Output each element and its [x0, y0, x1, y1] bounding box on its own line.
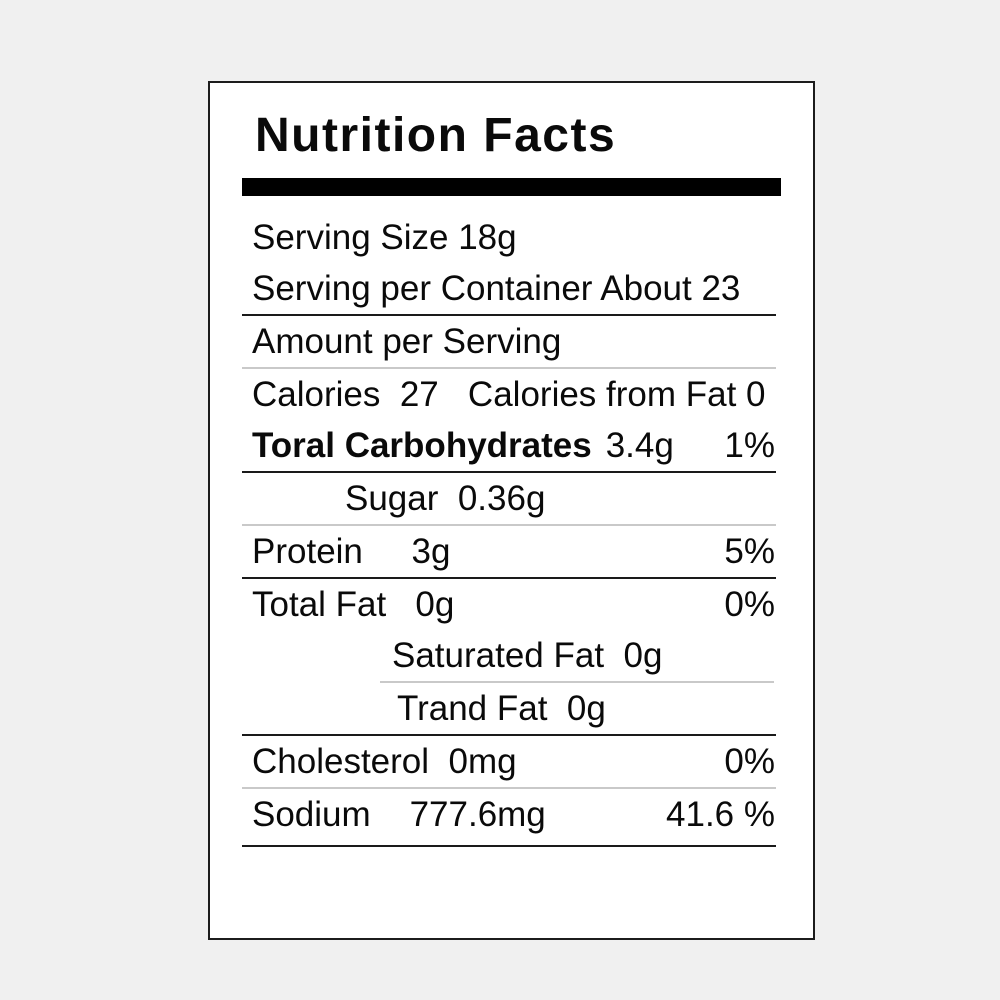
- servings-per-container-text: Serving per Container About 23: [252, 269, 741, 308]
- header-divider-bar: [242, 178, 781, 196]
- protein-text: Protein 3g: [252, 532, 451, 571]
- label-title: Nutrition Facts: [255, 109, 617, 162]
- row-cholesterol: Cholesterol 0mg 0%: [242, 736, 781, 787]
- total-carbohydrates-daily-value: 1%: [724, 426, 775, 465]
- row-total-carbohydrates: Toral Carbohydrates 3.4g 1%: [242, 420, 781, 471]
- sodium-daily-value: 41.6 %: [666, 795, 775, 834]
- saturated-fat-text: Saturated Fat 0g: [392, 636, 663, 675]
- rule-light-inset: [380, 681, 774, 683]
- cholesterol-text: Cholesterol 0mg: [252, 742, 517, 781]
- total-fat-text: Total Fat 0g: [252, 585, 455, 624]
- rule-light: [242, 787, 776, 789]
- rule-light: [242, 524, 776, 526]
- rule-light: [242, 367, 776, 369]
- total-carbohydrates-amount: 3.4g: [605, 426, 674, 465]
- cholesterol-daily-value: 0%: [724, 742, 775, 781]
- rule-dark: [242, 471, 776, 473]
- row-amount-per-serving: Amount per Serving: [242, 316, 781, 367]
- amount-per-serving-text: Amount per Serving: [252, 322, 562, 361]
- rule-dark: [242, 577, 776, 579]
- sodium-text: Sodium 777.6mg: [252, 795, 546, 834]
- row-trans-fat: Trand Fat 0g: [242, 683, 781, 734]
- rule-dark: [242, 734, 776, 736]
- row-servings-per-container: Serving per Container About 23: [242, 263, 781, 314]
- row-serving-size: Serving Size 18g: [242, 212, 781, 263]
- rule-dark: [242, 314, 776, 316]
- calories-text: Calories 27 Calories from Fat 0: [252, 375, 766, 414]
- row-sodium: Sodium 777.6mg 41.6 %: [242, 789, 781, 840]
- serving-size-text: Serving Size 18g: [252, 218, 517, 257]
- row-protein: Protein 3g 5%: [242, 526, 781, 577]
- rule-dark: [242, 845, 776, 847]
- row-saturated-fat: Saturated Fat 0g: [242, 630, 781, 681]
- total-fat-daily-value: 0%: [724, 585, 775, 624]
- row-calories: Calories 27 Calories from Fat 0: [242, 369, 781, 420]
- row-total-fat: Total Fat 0g 0%: [242, 579, 781, 630]
- protein-daily-value: 5%: [724, 532, 775, 571]
- sugar-text: Sugar 0.36g: [345, 479, 546, 518]
- row-sugar: Sugar 0.36g: [242, 473, 781, 524]
- trans-fat-text: Trand Fat 0g: [397, 689, 606, 728]
- nutrition-rows: Serving Size 18g Serving per Container A…: [242, 212, 781, 847]
- total-carbohydrates-name: Toral Carbohydrates: [252, 426, 592, 465]
- nutrition-facts-label: Nutrition Facts Serving Size 18g Serving…: [208, 81, 815, 940]
